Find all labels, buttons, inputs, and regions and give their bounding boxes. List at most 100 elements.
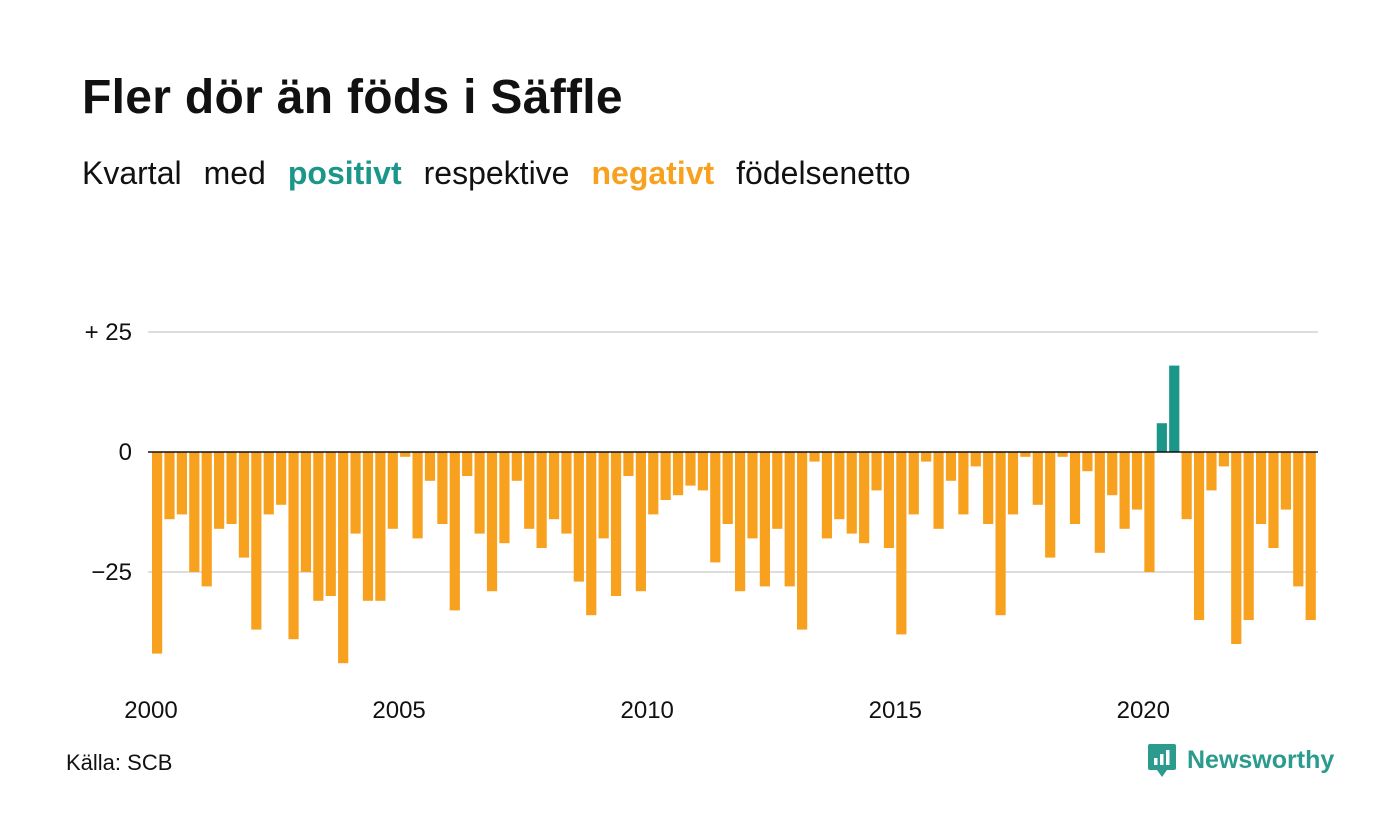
bar — [648, 452, 659, 515]
bar — [883, 452, 895, 548]
bar — [1057, 452, 1068, 457]
bar — [1218, 452, 1229, 467]
bar — [1156, 423, 1167, 452]
bar — [710, 452, 721, 563]
subtitle-word: födelsenetto — [736, 155, 911, 191]
bar — [623, 452, 634, 476]
bar — [747, 452, 758, 539]
bar — [660, 452, 671, 500]
brand-logo: Newsworthy — [1147, 742, 1334, 778]
bar — [325, 452, 336, 596]
bar — [449, 452, 460, 611]
bar — [995, 452, 1006, 616]
bar — [809, 452, 820, 462]
bar — [561, 452, 572, 534]
bar — [921, 452, 932, 462]
bar — [1293, 452, 1304, 587]
bar — [610, 452, 622, 596]
bar — [1032, 452, 1043, 505]
bar — [1144, 452, 1155, 572]
bar — [201, 452, 212, 587]
subtitle-negative-label: negativt — [591, 155, 715, 191]
bar — [945, 452, 957, 481]
subtitle-word: Kvartal — [82, 155, 182, 191]
bar — [176, 452, 188, 515]
bar — [1255, 452, 1267, 524]
bar — [536, 452, 547, 548]
bar — [462, 452, 473, 476]
x-tick-label: 2000 — [124, 697, 177, 724]
bar — [1045, 452, 1056, 558]
x-tick-label: 2015 — [869, 697, 922, 724]
bar — [834, 452, 845, 520]
bar — [908, 452, 919, 515]
bar — [1094, 452, 1105, 553]
bar — [672, 452, 684, 496]
bar — [846, 452, 857, 534]
bar — [784, 452, 795, 587]
bar — [474, 452, 485, 534]
subtitle-word: respektive — [423, 155, 570, 191]
subtitle-positive-label: positivt — [287, 155, 402, 191]
bar — [424, 452, 436, 481]
bar — [1206, 452, 1217, 491]
bar — [1020, 452, 1031, 457]
bar — [238, 452, 250, 558]
bar — [772, 452, 783, 529]
chart-title: Fler dör än föds i Säffle — [82, 71, 623, 124]
bar — [1082, 452, 1093, 472]
bar — [970, 452, 981, 467]
bar — [697, 452, 708, 491]
bar — [164, 452, 175, 520]
bar — [300, 452, 312, 572]
brand-name: Newsworthy — [1187, 745, 1335, 774]
bar — [214, 452, 225, 529]
bar — [1069, 452, 1081, 524]
bar — [635, 452, 646, 592]
y-tick-label: 0 — [119, 439, 132, 466]
bar — [983, 452, 994, 524]
bar — [226, 452, 237, 524]
source-note: Källa: SCB — [66, 750, 173, 775]
subtitle-word: med — [203, 155, 266, 191]
bar — [1193, 452, 1205, 620]
bar — [412, 452, 423, 539]
x-tick-label: 2010 — [621, 697, 674, 724]
bar — [722, 452, 733, 524]
bar — [598, 452, 609, 539]
bar — [1280, 452, 1291, 510]
bar — [1131, 452, 1143, 510]
x-tick-label: 2020 — [1117, 697, 1170, 724]
x-tick-label: 2005 — [372, 697, 425, 724]
bar — [486, 452, 498, 592]
bar — [1007, 452, 1019, 515]
bar — [189, 452, 200, 572]
bar — [1243, 452, 1254, 620]
bar — [797, 452, 808, 630]
bar — [387, 452, 398, 529]
bar — [288, 452, 299, 640]
bar — [933, 452, 944, 529]
bar — [821, 452, 833, 539]
bar — [573, 452, 584, 582]
bar — [896, 452, 907, 635]
bar — [586, 452, 597, 616]
bar — [400, 452, 411, 457]
bar — [759, 452, 771, 587]
bar — [859, 452, 870, 544]
chart-subtitle: Kvartal med positivt respektive negativt föde… — [82, 155, 933, 192]
bar — [1119, 452, 1130, 529]
bar — [1107, 452, 1118, 496]
bar — [338, 452, 349, 664]
bar — [548, 452, 560, 520]
bar — [251, 452, 262, 630]
bar — [871, 452, 882, 491]
bar — [375, 452, 386, 601]
y-tick-label: −25 — [91, 559, 132, 586]
bar — [1268, 452, 1279, 548]
bar — [1231, 452, 1242, 644]
bar — [524, 452, 535, 529]
bar — [362, 452, 374, 601]
y-tick-label: + 25 — [85, 319, 132, 346]
